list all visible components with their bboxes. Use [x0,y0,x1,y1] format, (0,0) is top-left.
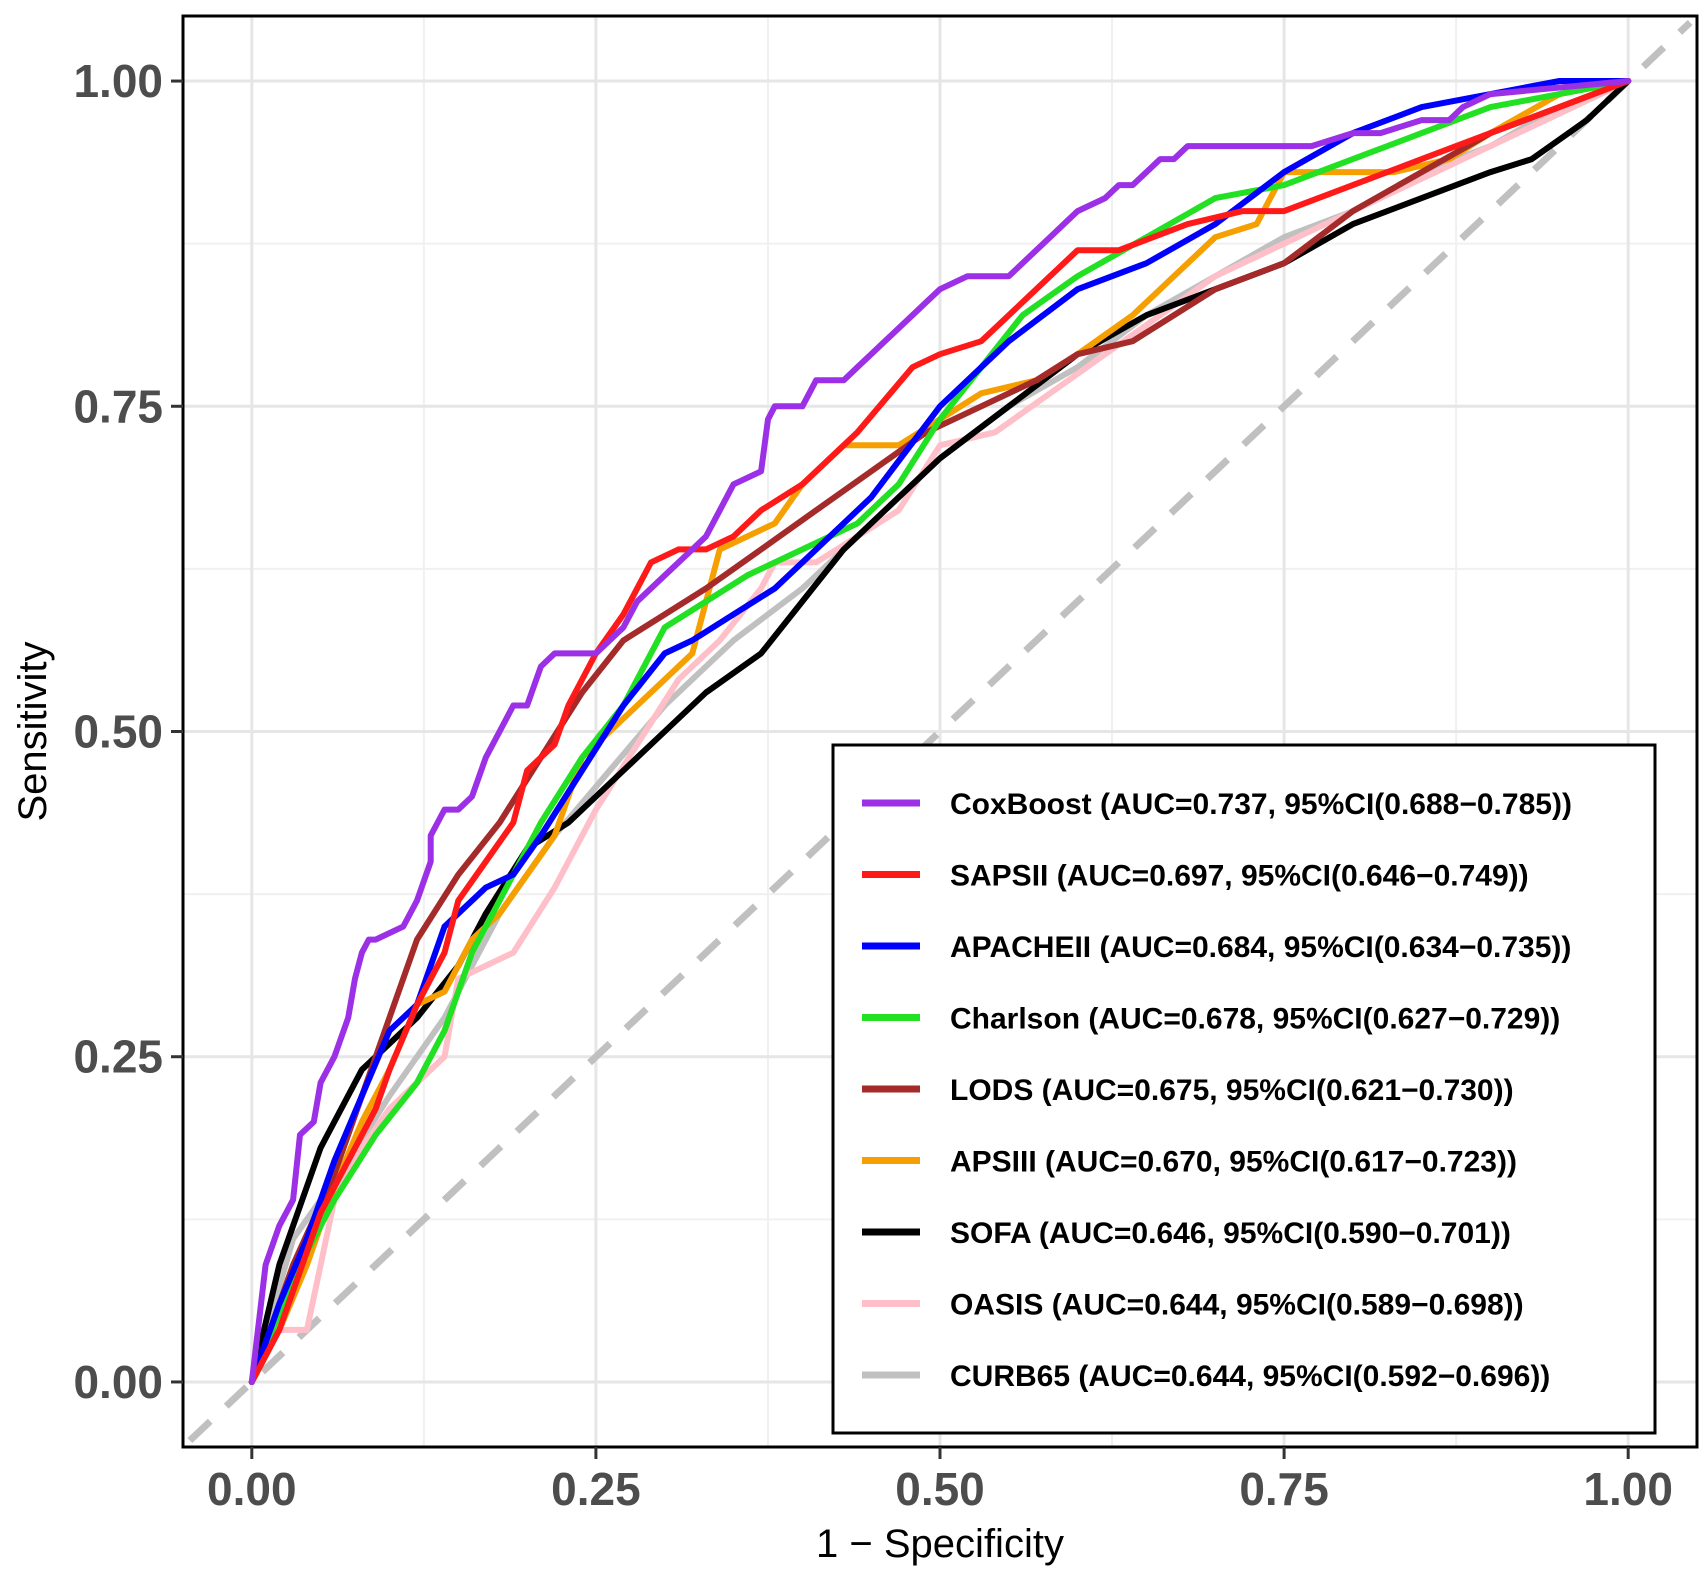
x-tick-label-0: 0.00 [207,1463,297,1515]
curve-coxboost [248,78,1632,1385]
legend-label-apsiii: APSIII (AUC=0.670, 95%CI(0.617−0.723)) [950,1146,1517,1179]
axis-ticks [171,79,1630,1459]
legend-label-sapsii: SAPSII (AUC=0.697, 95%CI(0.646−0.749)) [950,860,1529,893]
curve-apacheii [248,78,1632,1385]
legend-items: CoxBoost (AUC=0.737, 95%CI(0.688−0.785))… [862,788,1572,1393]
x-tick-label-4: 1.00 [1583,1463,1673,1515]
legend-label-lods: LODS (AUC=0.675, 95%CI(0.621−0.730)) [950,1074,1514,1107]
x-axis-tick-labels: 0.00 0.25 0.50 0.75 1.00 [207,1463,1673,1515]
x-tick-label-3: 0.75 [1239,1463,1329,1515]
curve-lods [248,78,1632,1385]
y-tick-label-0: 0.00 [73,1356,163,1408]
legend: CoxBoost (AUC=0.737, 95%CI(0.688−0.785))… [831,743,1657,1435]
reference-diagonal-line [187,19,1693,1444]
curve-charlson [248,78,1632,1385]
legend-label-sofa: SOFA (AUC=0.646, 95%CI(0.590−0.701)) [950,1217,1511,1250]
legend-label-charlson: Charlson (AUC=0.678, 95%CI(0.627−0.729)) [950,1003,1560,1036]
legend-label-apacheii: APACHEII (AUC=0.684, 95%CI(0.634−0.735)) [950,931,1571,964]
y-tick-label-3: 0.75 [73,380,163,432]
roc-curves [248,78,1632,1385]
y-tick-label-4: 1.00 [73,55,163,107]
y-tick-label-2: 0.50 [73,706,163,758]
x-axis-title: 1 − Specificity [816,1522,1064,1566]
legend-label-oasis: OASIS (AUC=0.644, 95%CI(0.589−0.698)) [950,1289,1524,1322]
y-axis-tick-labels: 0.00 0.25 0.50 0.75 1.00 [73,55,163,1408]
y-tick-label-1: 0.25 [73,1031,163,1083]
y-axis-title: Sensitivity [11,641,55,821]
legend-label-coxboost: CoxBoost (AUC=0.737, 95%CI(0.688−0.785)) [950,788,1572,821]
legend-box [831,743,1657,1435]
x-tick-label-1: 0.25 [551,1463,641,1515]
x-tick-label-2: 0.50 [895,1463,985,1515]
legend-label-curb65: CURB65 (AUC=0.644, 95%CI(0.592−0.696)) [950,1360,1550,1393]
curve-apsiii [248,78,1632,1385]
